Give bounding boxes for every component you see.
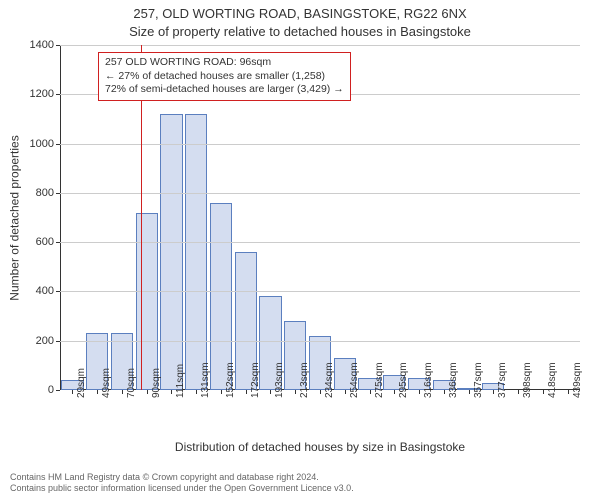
x-tick-label: 316sqm [423,362,425,398]
gridline [60,45,580,46]
y-tick-mark [56,242,60,243]
info-line-2: ← 27% of detached houses are smaller (1,… [105,70,344,84]
x-tick-label: 131sqm [200,362,202,398]
x-tick-label: 418sqm [547,362,549,398]
x-tick-label: 398sqm [522,362,524,398]
y-tick-mark [56,45,60,46]
x-tick-label: 336sqm [448,362,450,398]
x-tick-mark [518,390,519,394]
x-tick-mark [345,390,346,394]
footer: Contains HM Land Registry data © Crown c… [10,472,354,495]
y-tick-label: 1000 [14,138,54,150]
y-tick-label: 1400 [14,39,54,51]
x-tick-mark [196,390,197,394]
y-tick-label: 1200 [14,88,54,100]
chart-container: 257, OLD WORTING ROAD, BASINGSTOKE, RG22… [0,0,600,500]
x-tick-label: 234sqm [324,362,326,398]
y-tick-mark [56,94,60,95]
x-tick-label: 213sqm [299,362,301,398]
gridline [60,242,580,243]
footer-line-1: Contains HM Land Registry data © Crown c… [10,472,354,483]
x-tick-mark [568,390,569,394]
x-axis-label: Distribution of detached houses by size … [60,440,580,454]
x-tick-label: 152sqm [225,362,227,398]
info-box: 257 OLD WORTING ROAD: 96sqm ← 27% of det… [98,52,351,101]
x-tick-label: 111sqm [175,364,177,398]
y-tick-mark [56,193,60,194]
x-tick-mark [444,390,445,394]
y-axis-label: Number of detached properties [8,135,22,300]
x-tick-label: 357sqm [473,362,475,398]
info-line-3: 72% of semi-detached houses are larger (… [105,83,344,97]
x-tick-label: 90sqm [151,368,153,398]
x-tick-label: 439sqm [572,362,574,398]
y-tick-label: 400 [14,285,54,297]
gridline [60,144,580,145]
x-tick-mark [246,390,247,394]
x-tick-mark [72,390,73,394]
x-tick-label: 295sqm [398,362,400,398]
x-tick-label: 254sqm [349,362,351,398]
x-tick-mark [469,390,470,394]
y-tick-mark [56,341,60,342]
x-tick-mark [295,390,296,394]
y-tick-mark [56,144,60,145]
x-tick-mark [370,390,371,394]
footer-line-2: Contains public sector information licen… [10,483,354,494]
gridline [60,341,580,342]
x-tick-label: 70sqm [126,368,128,398]
y-tick-mark [56,291,60,292]
x-tick-mark [493,390,494,394]
x-tick-label: 49sqm [101,368,103,398]
bar [185,114,207,390]
x-tick-label: 275sqm [374,362,376,398]
x-tick-mark [419,390,420,394]
x-tick-mark [221,390,222,394]
x-tick-mark [97,390,98,394]
info-line-1: 257 OLD WORTING ROAD: 96sqm [105,56,344,70]
bar [160,114,182,390]
chart-subtitle: Size of property relative to detached ho… [0,24,600,39]
x-tick-label: 29sqm [76,368,78,398]
bar [136,213,158,390]
x-tick-mark [122,390,123,394]
x-tick-mark [394,390,395,394]
gridline [60,193,580,194]
y-tick-label: 0 [14,384,54,396]
x-tick-label: 172sqm [250,362,252,398]
x-tick-mark [320,390,321,394]
x-tick-label: 377sqm [497,362,499,398]
gridline [60,291,580,292]
x-tick-mark [543,390,544,394]
y-tick-label: 200 [14,335,54,347]
x-tick-label: 193sqm [274,362,276,398]
x-tick-mark [171,390,172,394]
x-tick-mark [270,390,271,394]
y-tick-label: 600 [14,236,54,248]
y-tick-label: 800 [14,187,54,199]
chart-title: 257, OLD WORTING ROAD, BASINGSTOKE, RG22… [0,6,600,21]
y-tick-mark [56,390,60,391]
x-tick-mark [147,390,148,394]
